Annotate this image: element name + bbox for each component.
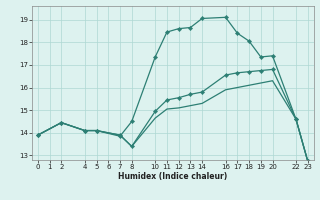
X-axis label: Humidex (Indice chaleur): Humidex (Indice chaleur) [118, 172, 228, 181]
